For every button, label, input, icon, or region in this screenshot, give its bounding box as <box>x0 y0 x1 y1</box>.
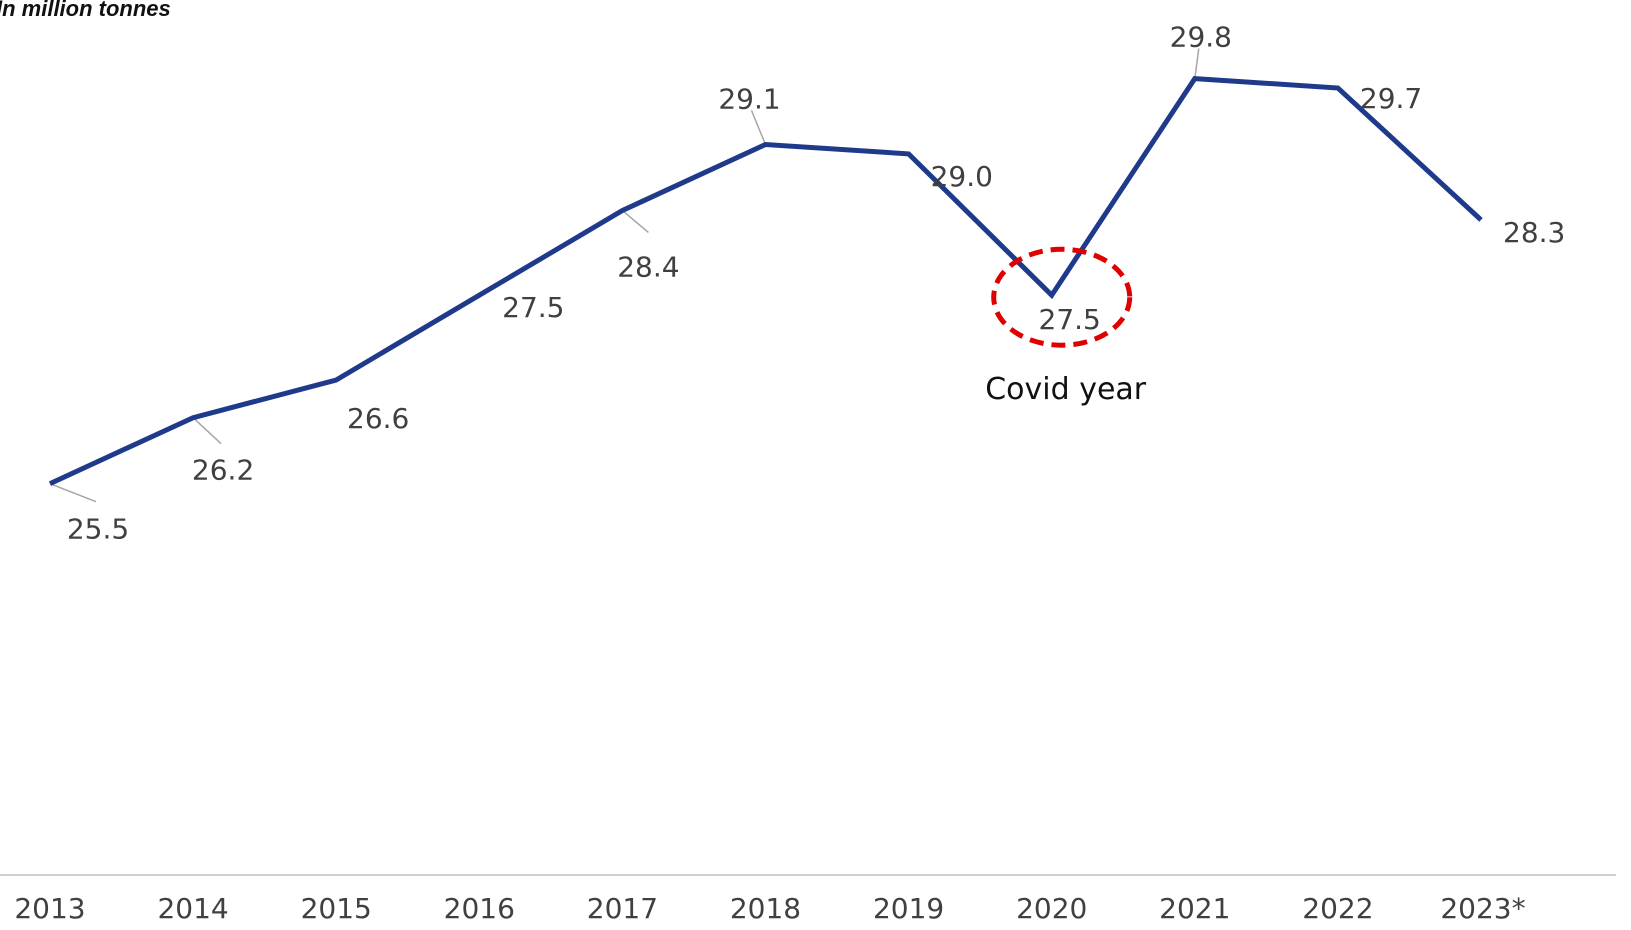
covid-highlight-ellipse <box>991 246 1133 348</box>
label-leader-line <box>1194 48 1200 79</box>
data-label-2022: 29.7 <box>1360 82 1422 115</box>
data-label-2016: 27.5 <box>502 291 564 324</box>
x-tick-label: 2019 <box>873 892 944 925</box>
x-tick-label: 2023* <box>1440 892 1525 925</box>
covid-annotation: Covid year <box>985 372 1147 407</box>
data-label-2015: 26.6 <box>347 402 409 435</box>
unit-label: In million tonnes <box>0 0 171 21</box>
data-labels: 25.5 26.2 26.6 27.5 28.4 29.1 29.0 27.5 29.8 29.7… <box>67 21 1566 546</box>
data-label-2017: 28.4 <box>617 250 679 283</box>
x-tick-label: 2020 <box>1016 892 1087 925</box>
x-tick-label: 2013 <box>14 892 85 925</box>
x-axis-tick-labels: 2013 2014 2015 2016 2017 2018 2019 2020 2021 2022… <box>14 892 1525 925</box>
label-leader-line <box>192 417 222 445</box>
series-line <box>48 76 1483 486</box>
data-label-2018: 29.1 <box>718 83 780 116</box>
data-label-2021: 29.8 <box>1170 21 1232 54</box>
x-tick-label: 2017 <box>587 892 658 925</box>
data-label-2020: 27.5 <box>1039 303 1101 336</box>
data-label-2023: 28.3 <box>1503 216 1565 249</box>
x-tick-label: 2021 <box>1159 892 1230 925</box>
x-tick-label: 2016 <box>444 892 515 925</box>
x-tick-label: 2014 <box>157 892 228 925</box>
label-leader-lines <box>49 48 1200 503</box>
label-leader-line <box>750 110 767 145</box>
x-tick-label: 2018 <box>730 892 801 925</box>
data-label-2014: 26.2 <box>192 454 254 487</box>
data-label-2013: 25.5 <box>67 513 129 546</box>
x-tick-label: 2022 <box>1302 892 1373 925</box>
label-leader-line <box>49 482 97 503</box>
data-label-2019: 29.0 <box>931 160 993 193</box>
x-tick-label: 2015 <box>301 892 372 925</box>
label-leader-line <box>621 209 649 234</box>
